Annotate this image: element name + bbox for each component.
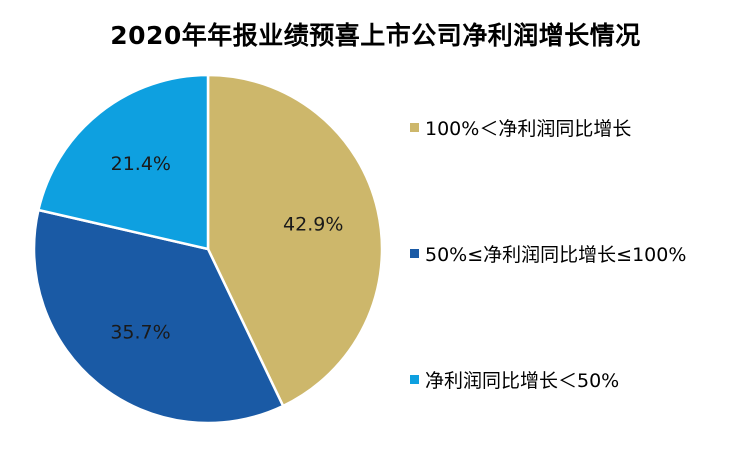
legend-item: 100%＜净利润同比增长 bbox=[410, 114, 631, 141]
chart-title: 2020年年报业绩预喜上市公司净利润增长情况 bbox=[110, 21, 641, 50]
pie-slice bbox=[37, 73, 210, 251]
legend-label: 100%＜净利润同比增长 bbox=[425, 118, 632, 140]
legend-swatch bbox=[410, 249, 419, 258]
legend: 100%＜净利润同比增长 50%≤净利润同比增长≤100% 净利润同比增长＜50% bbox=[410, 0, 750, 451]
pie-slice bbox=[32, 208, 285, 425]
legend-swatch bbox=[410, 123, 419, 132]
legend-label: 净利润同比增长＜50% bbox=[425, 370, 620, 392]
pie-slice bbox=[206, 73, 384, 408]
legend-label: 50%≤净利润同比增长≤100% bbox=[425, 244, 687, 266]
legend-item: 净利润同比增长＜50% bbox=[410, 366, 619, 393]
legend-swatch bbox=[410, 375, 419, 384]
data-label: 21.4% bbox=[111, 153, 171, 175]
data-label: 35.7% bbox=[110, 322, 170, 344]
legend-item: 50%≤净利润同比增长≤100% bbox=[410, 240, 686, 267]
data-label: 42.9% bbox=[283, 214, 343, 236]
